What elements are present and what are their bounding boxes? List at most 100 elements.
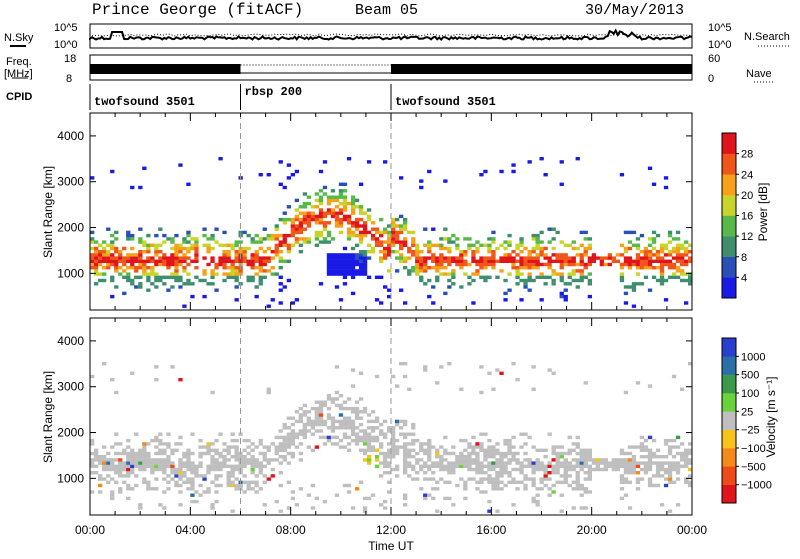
heatmap-cell xyxy=(447,467,452,472)
heatmap-cell xyxy=(222,448,227,452)
heatmap-cell xyxy=(383,256,388,260)
heatmap-cell xyxy=(515,282,520,286)
heatmap-cell xyxy=(278,182,283,186)
heatmap-cell xyxy=(551,269,556,273)
heatmap-cell xyxy=(471,445,476,449)
heatmap-cell xyxy=(491,455,496,459)
heatmap-cell xyxy=(688,362,693,366)
heatmap-cell xyxy=(122,474,127,478)
heatmap-cell xyxy=(495,451,500,456)
heatmap-cell xyxy=(611,259,616,263)
heatmap-cell xyxy=(278,435,283,440)
heatmap-cell xyxy=(411,250,416,254)
heatmap-cell xyxy=(278,256,283,260)
heatmap-cell xyxy=(234,243,239,247)
heatmap-cell xyxy=(643,275,649,279)
heatmap-cell xyxy=(555,445,560,449)
heatmap-cell xyxy=(555,253,560,257)
heatmap-cell xyxy=(94,266,99,270)
heatmap-cell xyxy=(499,464,504,468)
heatmap-cell xyxy=(186,458,191,462)
heatmap-cell xyxy=(635,266,641,270)
heatmap-cell xyxy=(106,253,111,257)
heatmap-cell xyxy=(655,233,661,238)
heatmap-cell xyxy=(415,438,420,443)
heatmap-cell xyxy=(190,467,195,472)
heatmap-cell xyxy=(102,259,107,263)
heatmap-cell xyxy=(680,278,685,283)
heatmap-cell xyxy=(587,256,592,260)
heatmap-cell xyxy=(350,429,356,433)
heatmap-cell xyxy=(411,442,416,446)
heatmap-cell xyxy=(499,458,504,462)
heatmap-cell xyxy=(338,182,344,186)
velocity-ylabel: Slant Range [km] xyxy=(41,371,55,463)
heatmap-cell xyxy=(663,253,669,257)
heatmap-cell xyxy=(126,487,131,491)
heatmap-cell xyxy=(419,179,424,183)
heatmap-cell xyxy=(379,233,384,238)
heatmap-cell xyxy=(290,455,295,459)
heatmap-cell xyxy=(110,496,115,501)
heatmap-cell xyxy=(435,243,440,247)
heatmap-cell xyxy=(407,387,412,391)
heatmap-cell xyxy=(134,253,139,257)
colorbar-tick-label: 16 xyxy=(741,211,753,223)
heatmap-cell xyxy=(403,435,408,440)
heatmap-cell xyxy=(647,480,653,484)
heatmap-cell xyxy=(463,480,468,484)
heatmap-cell xyxy=(142,266,147,270)
heatmap-cell xyxy=(342,198,348,203)
heatmap-cell xyxy=(274,227,279,231)
heatmap-cell xyxy=(651,259,657,263)
heatmap-cell xyxy=(134,458,139,462)
heatmap-cell xyxy=(210,275,215,279)
heatmap-cell xyxy=(571,506,576,510)
heatmap-cell xyxy=(358,480,364,484)
heatmap-cell xyxy=(150,471,155,475)
heatmap-cell xyxy=(234,285,239,289)
heatmap-cell xyxy=(290,496,295,501)
heatmap-cell xyxy=(615,259,620,263)
heatmap-cell xyxy=(242,246,247,251)
heatmap-cell xyxy=(330,208,336,212)
heatmap-cell xyxy=(270,442,275,446)
heatmap-cell xyxy=(182,266,187,270)
heatmap-cell xyxy=(507,233,512,238)
heatmap-cell xyxy=(643,455,649,459)
heatmap-cell xyxy=(170,448,175,452)
heatmap-cell xyxy=(663,467,669,472)
heatmap-cell xyxy=(435,256,440,260)
colorbar-segment xyxy=(722,256,736,278)
heatmap-cell xyxy=(631,288,637,292)
heatmap-cell xyxy=(555,272,560,276)
heatmap-cell xyxy=(439,246,444,251)
heatmap-cell xyxy=(559,182,564,186)
heatmap-cell xyxy=(178,442,183,446)
heatmap-cell xyxy=(278,275,283,279)
heatmap-cell xyxy=(150,272,155,276)
heatmap-cell xyxy=(118,250,123,254)
heatmap-cell xyxy=(423,451,428,456)
heatmap-cell xyxy=(671,256,677,260)
heatmap-cell xyxy=(298,416,303,420)
heatmap-cell xyxy=(431,487,436,491)
heatmap-cell xyxy=(483,490,488,494)
heatmap-cell xyxy=(595,256,600,260)
heatmap-cell xyxy=(467,237,472,241)
heatmap-cell xyxy=(234,298,239,302)
heatmap-cell xyxy=(138,455,143,459)
heatmap-cell xyxy=(511,169,516,174)
heatmap-cell xyxy=(491,266,496,270)
heatmap-cell xyxy=(246,259,251,263)
heatmap-cell xyxy=(302,205,307,209)
heatmap-cell xyxy=(286,451,291,456)
heatmap-cell xyxy=(338,189,344,193)
heatmap-cell xyxy=(362,438,368,443)
heatmap-cell xyxy=(354,221,360,225)
heatmap-cell xyxy=(258,262,263,267)
heatmap-cell xyxy=(551,467,556,472)
heatmap-cell xyxy=(186,461,191,465)
heatmap-cell xyxy=(318,189,324,193)
heatmap-cell xyxy=(647,253,653,257)
